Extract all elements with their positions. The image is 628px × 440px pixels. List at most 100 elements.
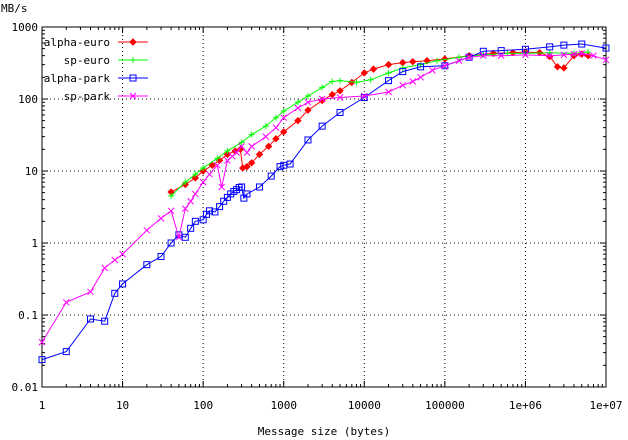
data-point-sp-park [429, 66, 436, 74]
data-point-alpha-euro [553, 63, 562, 71]
legend-swatch-marker [130, 57, 136, 63]
data-point-sp-euro [434, 57, 441, 64]
series-line-alpha-park [41, 43, 607, 361]
data-point-alpha-euro [336, 87, 344, 95]
series-sp-park [38, 50, 610, 346]
y-tick-label: 0.1 [18, 309, 38, 322]
data-point-alpha-euro [191, 174, 200, 182]
data-point-sp-euro [280, 108, 287, 115]
data-point-sp-park [206, 170, 213, 178]
data-point-alpha-euro [264, 142, 273, 151]
legend-label: sp-euro [64, 54, 110, 67]
data-point-alpha-park [385, 77, 393, 85]
data-point-alpha-park [399, 68, 407, 76]
data-point-alpha-euro [441, 55, 449, 63]
data-point-sp-park [187, 197, 195, 205]
data-point-alpha-park [211, 208, 219, 216]
data-point-alpha-park [216, 203, 224, 211]
data-point-sp-park [213, 161, 221, 169]
data-point-alpha-park [602, 44, 610, 52]
data-point-sp-park [157, 214, 165, 222]
data-point-alpha-park [238, 183, 246, 191]
y-axis-label: MB/s [1, 2, 28, 15]
data-point-sp-park [111, 256, 119, 264]
data-point-sp-park [385, 88, 392, 96]
data-point-sp-park [243, 149, 251, 156]
x-tick-label: 1e+07 [589, 399, 622, 412]
data-point-alpha-park [38, 356, 46, 364]
x-tick-label: 10000 [348, 399, 381, 412]
data-point-sp-euro [480, 51, 487, 58]
data-point-sp-euro [367, 76, 374, 83]
data-point-sp-park [233, 149, 240, 156]
data-point-sp-park [238, 142, 245, 150]
data-point-alpha-park [360, 93, 368, 101]
data-point-sp-park [479, 52, 487, 60]
data-point-sp-park [560, 51, 568, 59]
data-point-alpha-park [417, 63, 425, 71]
series-line-alpha-euro [170, 51, 589, 193]
axis-ticks: 1 10 100 1000 10000 100000 1e+06 1e+07 0.01 0.1 1 1… [12, 21, 623, 412]
data-point-alpha-euro [280, 128, 288, 136]
data-point-alpha-park [119, 280, 127, 288]
data-point-sp-euro [294, 99, 301, 106]
data-point-alpha-park [187, 224, 195, 232]
data-point-sp-park [399, 81, 407, 89]
x-tick-label: 100000 [425, 399, 465, 412]
legend-label: sp-park [64, 90, 111, 103]
data-point-sp-park [143, 226, 151, 234]
data-point-sp-park [360, 92, 368, 100]
legend-swatch-marker [129, 92, 137, 100]
data-point-sp-euro [546, 49, 553, 56]
data-point-alpha-park [167, 239, 175, 247]
data-point-sp-euro [214, 155, 221, 162]
series-alpha-park [38, 40, 610, 364]
data-point-sp-park [409, 78, 417, 85]
x-axis-label: Message size (bytes) [258, 425, 390, 438]
series-sp-euro [168, 48, 592, 199]
data-point-alpha-euro [294, 116, 302, 125]
data-point-alpha-park [304, 136, 312, 144]
data-point-sp-park [248, 142, 256, 150]
data-point-sp-park [119, 250, 126, 258]
data-point-sp-park [262, 133, 270, 141]
data-point-alpha-euro [243, 162, 251, 171]
data-point-sp-euro [168, 192, 175, 199]
data-point-sp-euro [262, 123, 269, 130]
data-point-sp-euro [570, 50, 577, 57]
data-point-sp-park [578, 50, 586, 57]
data-point-sp-euro [192, 171, 199, 178]
data-point-sp-park [441, 62, 449, 70]
y-tick-label: 100 [18, 93, 38, 106]
data-point-alpha-park [578, 40, 586, 48]
data-point-sp-park [218, 183, 226, 191]
data-point-alpha-euro [328, 90, 336, 99]
data-point-sp-park [224, 157, 231, 164]
data-point-alpha-euro [247, 159, 256, 167]
data-point-sp-park [318, 95, 326, 103]
data-point-sp-park [546, 52, 554, 60]
data-point-alpha-park [546, 43, 554, 51]
data-point-sp-park [87, 288, 94, 296]
data-point-sp-park [181, 205, 189, 213]
data-point-sp-park [272, 124, 280, 132]
data-point-alpha-euro [409, 57, 417, 66]
data-point-alpha-park [318, 122, 326, 130]
data-point-alpha-park [336, 108, 344, 116]
data-point-sp-euro [319, 84, 326, 91]
x-tick-label: 10 [116, 399, 129, 412]
data-point-sp-park [191, 190, 199, 198]
y-tick-label: 0.01 [12, 381, 39, 394]
data-point-alpha-park [560, 41, 568, 49]
series-group [38, 40, 610, 364]
data-point-sp-euro [337, 77, 344, 84]
data-point-alpha-euro [255, 150, 264, 159]
legend-label: alpha-park [44, 72, 111, 85]
data-point-alpha-park [111, 289, 119, 297]
grid-lines [42, 27, 606, 387]
data-point-sp-euro [353, 79, 360, 86]
data-point-sp-park [280, 114, 288, 122]
data-point-alpha-park [143, 261, 151, 269]
data-point-sp-euro [238, 139, 245, 146]
